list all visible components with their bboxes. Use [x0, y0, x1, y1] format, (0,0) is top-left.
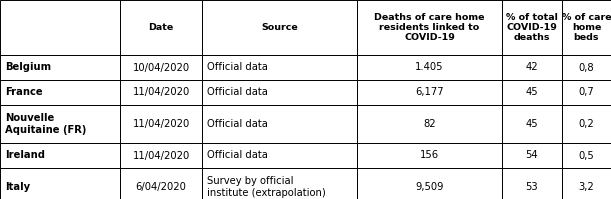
- Text: 54: 54: [525, 150, 538, 161]
- Text: France: France: [5, 88, 43, 98]
- Bar: [120, 105, 202, 143]
- Text: 11/04/2020: 11/04/2020: [133, 119, 189, 129]
- Bar: [202, 168, 357, 199]
- Text: 1.405: 1.405: [415, 62, 444, 72]
- Bar: [0, 105, 120, 143]
- Text: 0,5: 0,5: [579, 150, 595, 161]
- Bar: [202, 80, 357, 105]
- Bar: [202, 143, 357, 168]
- Bar: [357, 80, 502, 105]
- Bar: [502, 55, 562, 80]
- Text: Deaths of care home
residents linked to
COVID-19: Deaths of care home residents linked to …: [375, 13, 485, 42]
- Text: Official data: Official data: [207, 119, 268, 129]
- Bar: [120, 55, 202, 80]
- Bar: [0, 55, 120, 80]
- Bar: [357, 105, 502, 143]
- Bar: [120, 143, 202, 168]
- Bar: [502, 105, 562, 143]
- Bar: [502, 143, 562, 168]
- Text: Italy: Italy: [5, 182, 30, 192]
- Text: Official data: Official data: [207, 150, 268, 161]
- Text: 3,2: 3,2: [579, 182, 595, 192]
- Text: 0,2: 0,2: [579, 119, 595, 129]
- Text: 10/04/2020: 10/04/2020: [133, 62, 189, 72]
- Bar: [0, 168, 120, 199]
- Text: % of total
COVID-19
deaths: % of total COVID-19 deaths: [506, 13, 558, 42]
- Text: 0,8: 0,8: [579, 62, 595, 72]
- Text: Nouvelle
Aquitaine (FR): Nouvelle Aquitaine (FR): [5, 113, 86, 135]
- Bar: [120, 80, 202, 105]
- Text: Belgium: Belgium: [5, 62, 51, 72]
- Bar: [562, 0, 611, 55]
- Bar: [0, 80, 120, 105]
- Bar: [357, 55, 502, 80]
- Text: 45: 45: [525, 88, 538, 98]
- Text: 6/04/2020: 6/04/2020: [136, 182, 186, 192]
- Text: 42: 42: [525, 62, 538, 72]
- Text: Official data: Official data: [207, 88, 268, 98]
- Bar: [120, 168, 202, 199]
- Text: 6,177: 6,177: [415, 88, 444, 98]
- Bar: [120, 0, 202, 55]
- Text: 11/04/2020: 11/04/2020: [133, 150, 189, 161]
- Text: Date: Date: [148, 23, 174, 32]
- Bar: [0, 0, 120, 55]
- Bar: [202, 55, 357, 80]
- Bar: [502, 80, 562, 105]
- Text: 45: 45: [525, 119, 538, 129]
- Text: Ireland: Ireland: [5, 150, 45, 161]
- Text: Source: Source: [261, 23, 298, 32]
- Bar: [357, 168, 502, 199]
- Text: 53: 53: [525, 182, 538, 192]
- Text: 82: 82: [423, 119, 436, 129]
- Bar: [357, 143, 502, 168]
- Bar: [202, 0, 357, 55]
- Text: 9,509: 9,509: [415, 182, 444, 192]
- Bar: [502, 168, 562, 199]
- Bar: [357, 0, 502, 55]
- Bar: [0, 143, 120, 168]
- Bar: [562, 105, 611, 143]
- Bar: [562, 143, 611, 168]
- Text: 11/04/2020: 11/04/2020: [133, 88, 189, 98]
- Bar: [562, 55, 611, 80]
- Text: 0,7: 0,7: [579, 88, 595, 98]
- Text: Official data: Official data: [207, 62, 268, 72]
- Bar: [502, 0, 562, 55]
- Bar: [202, 105, 357, 143]
- Text: Survey by official
institute (extrapolation): Survey by official institute (extrapolat…: [207, 176, 326, 198]
- Bar: [562, 80, 611, 105]
- Text: % of care
home
beds: % of care home beds: [562, 13, 611, 42]
- Text: 156: 156: [420, 150, 439, 161]
- Bar: [562, 168, 611, 199]
